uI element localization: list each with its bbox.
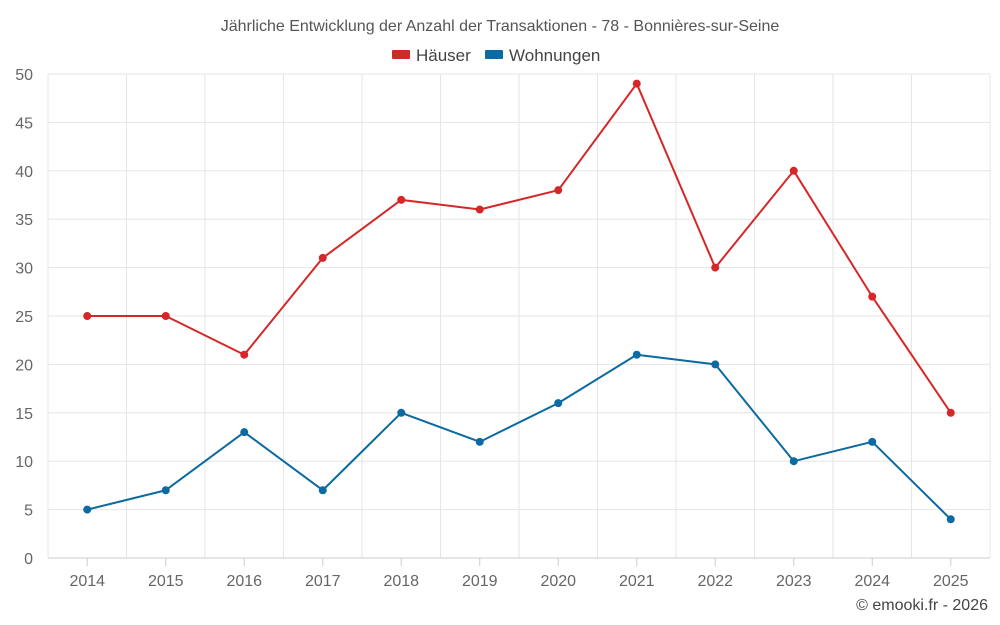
data-point[interactable]	[161, 312, 170, 320]
x-tick-label: 2020	[540, 573, 576, 590]
y-tick-label: 10	[15, 454, 33, 471]
y-tick-label: 50	[15, 67, 33, 84]
legend-item-wohnungen[interactable]: Wohnungen	[485, 46, 600, 65]
data-point[interactable]	[397, 195, 406, 204]
legend-swatch-haeuser	[392, 50, 410, 59]
y-tick-label: 35	[15, 212, 33, 229]
data-point[interactable]	[240, 350, 249, 359]
data-point[interactable]	[83, 505, 92, 514]
data-point[interactable]	[318, 253, 327, 262]
x-tick-label: 2019	[462, 573, 498, 590]
y-tick-label: 40	[15, 164, 33, 181]
data-point[interactable]	[161, 486, 170, 495]
legend-label-haeuser: Häuser	[416, 46, 471, 65]
x-tick-label: 2015	[148, 573, 184, 590]
data-point[interactable]	[397, 408, 406, 417]
data-point[interactable]	[554, 186, 563, 195]
data-point[interactable]	[83, 312, 92, 320]
x-tick-label: 2014	[69, 573, 105, 590]
y-tick-label: 25	[15, 309, 33, 326]
x-tick-label: 2023	[776, 573, 812, 590]
y-tick-label: 30	[15, 261, 33, 278]
legend-label-wohnungen: Wohnungen	[509, 46, 600, 65]
data-point[interactable]	[240, 428, 249, 437]
data-point[interactable]	[632, 79, 641, 88]
series-wohnungen	[83, 350, 955, 524]
data-point[interactable]	[946, 515, 955, 524]
legend-swatch-wohnungen	[485, 50, 503, 59]
data-point[interactable]	[789, 457, 798, 466]
series-line	[87, 353, 952, 520]
series	[83, 79, 955, 524]
x-tick-label: 2025	[933, 573, 969, 590]
x-tick-label: 2021	[619, 573, 655, 590]
credit-text: © emooki.fr - 2026	[856, 597, 988, 614]
data-point[interactable]	[475, 437, 484, 446]
data-point[interactable]	[475, 205, 484, 214]
x-tick-label: 2017	[305, 573, 341, 590]
x-tick-label: 2022	[697, 573, 733, 590]
data-point[interactable]	[868, 292, 877, 301]
data-point[interactable]	[868, 437, 877, 446]
series-haeuser	[83, 79, 955, 417]
chart-title: Jährliche Entwicklung der Anzahl der Tra…	[221, 18, 780, 35]
grid	[47, 73, 991, 558]
legend: Häuser Wohnungen	[392, 46, 600, 65]
data-point[interactable]	[946, 408, 955, 417]
x-tick-label: 2016	[226, 573, 262, 590]
legend-item-haeuser[interactable]: Häuser	[392, 46, 471, 65]
y-tick-label: 0	[24, 551, 33, 568]
x-tick-label: 2024	[854, 573, 890, 590]
data-point[interactable]	[711, 360, 720, 369]
y-tick-label: 20	[15, 357, 33, 374]
data-point[interactable]	[632, 350, 641, 359]
x-tick-label: 2018	[383, 573, 419, 590]
y-tick-label: 5	[24, 503, 33, 520]
data-point[interactable]	[554, 399, 563, 408]
data-point[interactable]	[318, 486, 327, 495]
y-tick-label: 45	[15, 115, 33, 132]
series-line	[87, 82, 952, 414]
data-point[interactable]	[789, 166, 798, 175]
y-tick-label: 15	[15, 406, 33, 423]
data-point[interactable]	[711, 263, 720, 272]
